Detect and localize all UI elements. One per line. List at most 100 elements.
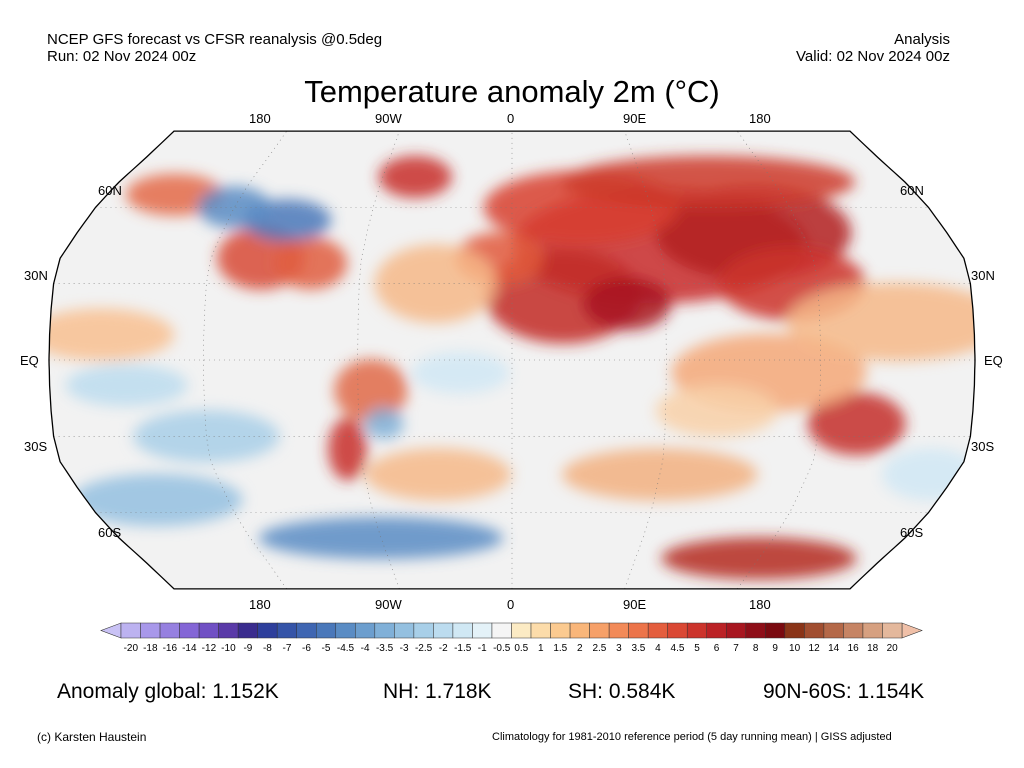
colorbar-high-extend xyxy=(901,622,923,639)
stat-global-anomaly: Anomaly global: 1.152K xyxy=(57,680,279,703)
colorbar-tick-label: 10 xyxy=(789,643,801,654)
lat-label-left-30s: 30S xyxy=(24,439,48,454)
colorbar-box xyxy=(882,622,903,639)
colorbar-box xyxy=(569,622,590,639)
anomaly-region xyxy=(364,407,404,440)
anomaly-region xyxy=(258,517,504,559)
colorbar-box xyxy=(452,622,473,639)
anomaly-region xyxy=(583,277,672,331)
colorbar-tick-label: 7 xyxy=(733,643,739,654)
lon-label-bottom-0: 0 xyxy=(507,597,515,612)
colorbar-box xyxy=(765,622,786,639)
colorbar-box xyxy=(511,622,532,639)
lon-label-top-180w: 180 xyxy=(249,111,271,126)
colorbar-box xyxy=(647,622,668,639)
lat-label-left-60s: 60S xyxy=(98,525,122,540)
graticule-meridian xyxy=(357,131,400,589)
anomaly-region xyxy=(661,537,857,580)
lon-label-top-180e: 180 xyxy=(749,111,771,126)
colorbar-tick-label: 3 xyxy=(616,643,622,654)
colorbar-tick-label: -9 xyxy=(243,643,252,654)
colorbar-tick-label: -16 xyxy=(163,643,178,654)
lon-label-bottom-90w: 90W xyxy=(375,597,402,612)
header-run-time: Run: 02 Nov 2024 00z xyxy=(47,48,197,65)
colorbar-box xyxy=(784,622,805,639)
colorbar-tick-label: 16 xyxy=(848,643,860,654)
stat-sh-anomaly: SH: 0.584K xyxy=(568,680,676,703)
map-outline xyxy=(48,130,976,590)
colorbar-box xyxy=(726,622,747,639)
lat-label-right-30n: 30N xyxy=(971,268,995,283)
colorbar-box xyxy=(237,622,258,639)
colorbar-tick-label: -5 xyxy=(322,643,331,654)
footer-climatology-note: Climatology for 1981-2010 reference peri… xyxy=(492,731,892,743)
colorbar-tick-label: 18 xyxy=(867,643,879,654)
anomaly-region xyxy=(561,155,856,209)
colorbar-tick-label: 1 xyxy=(538,643,544,654)
colorbar-box xyxy=(159,622,180,639)
anomaly-region xyxy=(562,448,758,501)
colorbar-tick-label: 3.5 xyxy=(631,643,645,654)
colorbar-low-extend xyxy=(100,622,122,639)
anomaly-region xyxy=(334,359,408,422)
anomaly-region xyxy=(374,244,497,323)
lat-label-right-60n: 60N xyxy=(900,183,924,198)
colorbar-tick-label: -20 xyxy=(124,643,139,654)
colorbar-box xyxy=(628,622,649,639)
colorbar-tick-label: 1.5 xyxy=(553,643,567,654)
colorbar-box xyxy=(862,622,883,639)
colorbar-tick-label: -3 xyxy=(400,643,409,654)
anomaly-region xyxy=(807,392,906,456)
colorbar-box xyxy=(843,622,864,639)
colorbar-box xyxy=(530,622,551,639)
colorbar-tick-label: 4.5 xyxy=(671,643,685,654)
colorbar-tick-label: -10 xyxy=(221,643,236,654)
colorbar-tick-label: 0.5 xyxy=(514,643,528,654)
graticule-meridian xyxy=(202,130,287,590)
anomaly-region xyxy=(273,237,348,290)
colorbar-box xyxy=(374,622,395,639)
colorbar-tick-label: 4 xyxy=(655,643,661,654)
colorbar-box xyxy=(355,622,376,639)
anomaly-region xyxy=(786,282,975,362)
lat-label-left-eq: EQ xyxy=(20,353,39,368)
anomaly-region xyxy=(133,410,280,463)
colorbar-tick-label: -6 xyxy=(302,643,311,654)
anomaly-region xyxy=(411,351,510,394)
colorbar-tick-label: -2 xyxy=(439,643,448,654)
colorbar-box xyxy=(491,622,512,639)
lon-label-bottom-90e: 90E xyxy=(623,597,647,612)
anomaly-region xyxy=(364,448,512,501)
colorbar-box xyxy=(296,622,317,639)
colorbar-box xyxy=(706,622,727,639)
header-model-info: NCEP GFS forecast vs CFSR reanalysis @0.… xyxy=(47,31,383,48)
colorbar-box xyxy=(433,622,454,639)
colorbar-box xyxy=(550,622,571,639)
colorbar-box xyxy=(394,622,415,639)
colorbar-box xyxy=(667,622,688,639)
colorbar-box xyxy=(608,622,629,639)
anomaly-region xyxy=(65,364,188,407)
colorbar-tick-label: -14 xyxy=(182,643,197,654)
colorbar-tick-label: -7 xyxy=(283,643,292,654)
colorbar-box xyxy=(686,622,707,639)
colorbar-tick-label: 6 xyxy=(714,643,720,654)
colorbar-box xyxy=(218,622,239,639)
colorbar-box xyxy=(179,622,200,639)
header-valid-time: Valid: 02 Nov 2024 00z xyxy=(796,48,950,65)
lat-label-left-30n: 30N xyxy=(24,268,48,283)
lat-label-right-30s: 30S xyxy=(971,439,995,454)
anomaly-region xyxy=(328,417,368,481)
colorbar-box xyxy=(472,622,493,639)
colorbar-tick-label: -12 xyxy=(202,643,217,654)
lon-label-top-0: 0 xyxy=(507,111,515,126)
lon-label-top-90e: 90E xyxy=(623,111,647,126)
colorbar-tick-label: 9 xyxy=(772,643,778,654)
colorbar-tick-label: -18 xyxy=(143,643,158,654)
colorbar-tick-label: 12 xyxy=(809,643,821,654)
lat-label-right-eq: EQ xyxy=(984,353,1003,368)
anomaly-region xyxy=(378,155,452,198)
colorbar-tick-label: -2.5 xyxy=(415,643,433,654)
colorbar-tick-label: -0.5 xyxy=(493,643,511,654)
anomaly-region xyxy=(71,473,243,527)
